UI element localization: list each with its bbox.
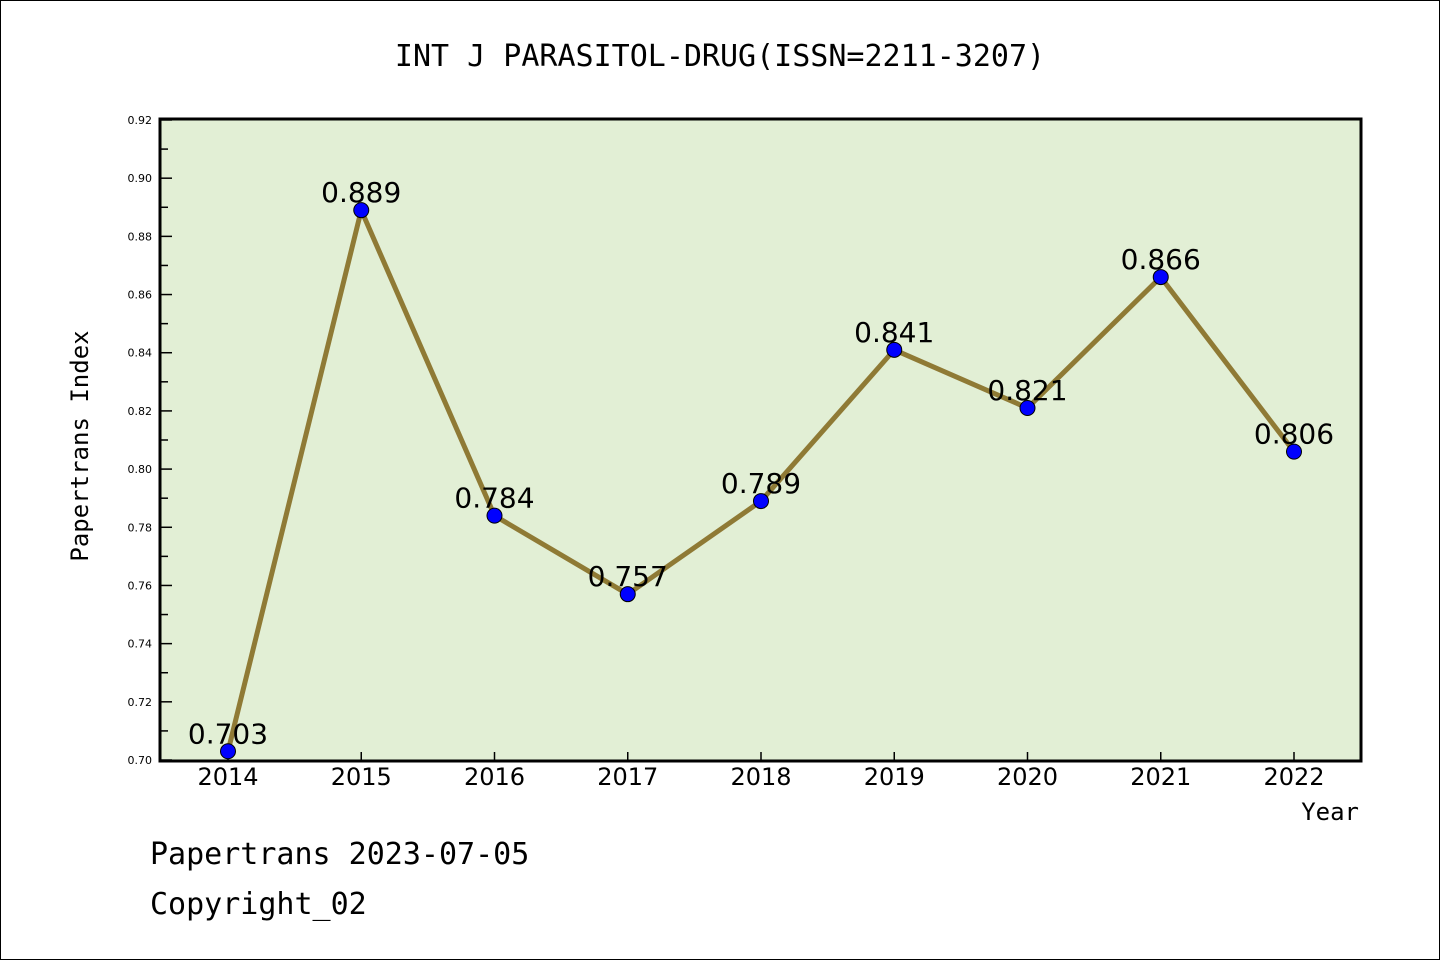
- data-point: [886, 341, 903, 358]
- series-line: 0.703 0.889 0.784 0.757 0.789 0.841 0.821 0.866…: [188, 176, 1334, 760]
- data-label: 0.866: [1121, 243, 1201, 276]
- data-point: [353, 202, 370, 219]
- y-tick-label: 0.86: [128, 289, 153, 302]
- data-point: [1019, 400, 1036, 416]
- y-tick-label: 0.78: [128, 521, 153, 534]
- data-point: [486, 507, 503, 524]
- y-tick-label: 0.76: [128, 579, 153, 592]
- data-label: 0.889: [321, 176, 401, 209]
- y-tick-label: 0.88: [128, 230, 153, 243]
- data-point: [619, 586, 636, 603]
- data-point: [753, 493, 769, 510]
- y-tick-label: 0.74: [128, 638, 153, 651]
- data-label: 0.821: [987, 374, 1067, 407]
- chart-title: INT J PARASITOL-DRUG(ISSN=2211-3207): [395, 39, 1045, 74]
- y-axis-label: Papertrans Index: [66, 330, 94, 561]
- x-tick-label: 2015: [331, 763, 392, 791]
- data-label: 0.757: [588, 560, 668, 593]
- y-tick-label: 0.84: [128, 347, 153, 360]
- data-label: 0.841: [854, 316, 934, 349]
- x-tick-label: 2021: [1130, 763, 1191, 791]
- data-point: [1152, 269, 1169, 286]
- x-tick-label: 2017: [597, 763, 658, 791]
- x-axis-label: Year: [1301, 798, 1359, 826]
- plot-frame: [158, 117, 1363, 763]
- y-tick-label: 0.80: [128, 463, 153, 476]
- y-axis: 0.70 0.72 0.74 0.76 0.78 0.80 0.82 0.84 0.86 0.88…: [128, 114, 172, 767]
- x-tick-label: 2022: [1263, 763, 1324, 791]
- data-label: 0.789: [721, 467, 801, 500]
- x-tick-label: 2018: [730, 763, 791, 791]
- x-tick-label: 2014: [197, 763, 258, 791]
- y-tick-label: 0.90: [128, 172, 153, 185]
- data-point: [220, 743, 236, 760]
- x-tick-label: 2020: [997, 763, 1058, 791]
- y-tick-label: 0.70: [128, 754, 153, 767]
- x-axis: 2014 2015 2016 2017 2018 2019 2020 2021 2022: [197, 752, 1325, 791]
- data-label: 0.784: [454, 482, 534, 515]
- footer-copyright: Copyright_02: [150, 887, 367, 922]
- y-tick-label: 0.92: [128, 114, 153, 127]
- footer-date: Papertrans 2023-07-05: [150, 837, 529, 872]
- plot-area: [160, 119, 1361, 761]
- data-label: 0.806: [1254, 418, 1334, 451]
- data-point: [1286, 443, 1302, 460]
- data-label: 0.703: [188, 717, 268, 750]
- x-tick-label: 2016: [464, 763, 525, 791]
- y-tick-label: 0.82: [128, 405, 153, 418]
- y-tick-label: 0.72: [128, 696, 153, 709]
- x-tick-label: 2019: [864, 763, 925, 791]
